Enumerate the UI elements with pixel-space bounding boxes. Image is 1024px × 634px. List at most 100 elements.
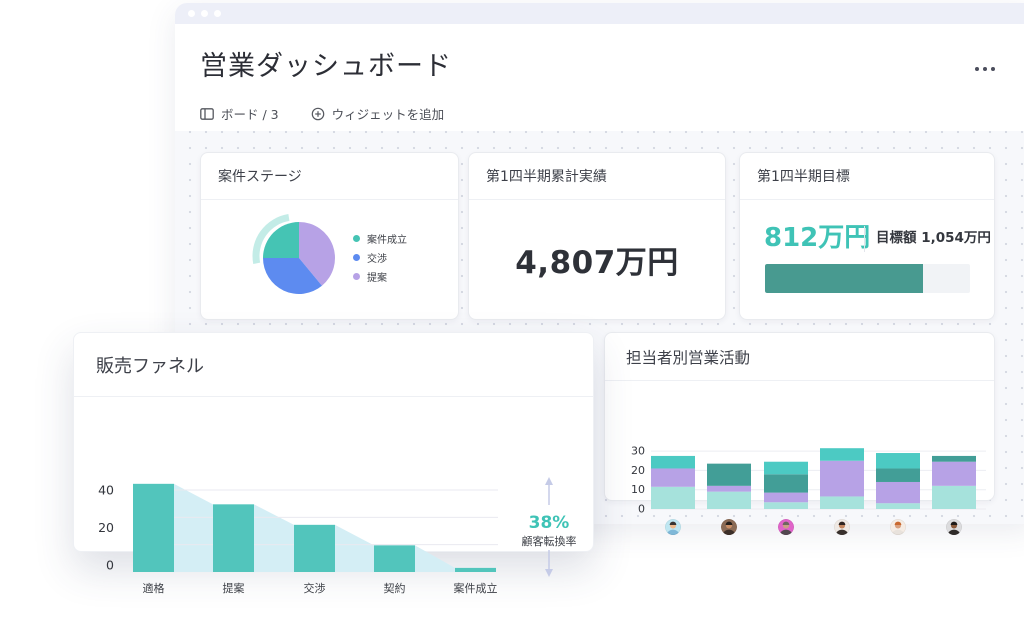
stacked-bar-segment[interactable]	[820, 460, 864, 497]
stacked-bar-segment[interactable]	[651, 468, 695, 487]
target-progress-fill	[765, 264, 923, 293]
x-category-label: 適格	[143, 581, 165, 595]
legend-dot-icon	[353, 234, 360, 242]
board-count-button[interactable]: ボード / 3	[200, 104, 279, 123]
widget-body: 4,807万円	[469, 200, 725, 319]
widget-activity-by-rep: 担当者別営業活動 0 10 20 30	[604, 332, 995, 535]
sales-funnel-chart[interactable]: 0 20 40 適格 提案 交渉 契約 案件成立 38% 顧客転換率	[74, 460, 593, 615]
arrow-down-icon	[545, 569, 553, 577]
avatar-2	[721, 519, 737, 535]
stacked-bar-segment[interactable]	[764, 461, 808, 475]
deal-stage-pie-chart[interactable]	[201, 200, 458, 319]
activity-stacked-chart[interactable]: 0 10 20 30	[605, 428, 994, 548]
stacked-bar-segment[interactable]	[820, 448, 864, 461]
y-tick-label: 0	[106, 558, 114, 573]
stacked-bar-segment[interactable]	[876, 481, 920, 504]
pie-legend-item[interactable]: 提案	[353, 269, 407, 284]
q1-target-current-value: 812万円	[764, 223, 871, 253]
legend-label: 提案	[367, 272, 387, 284]
widget-title: 第1四半期累計実績	[486, 169, 607, 185]
widget-q1-target: 第1四半期目標 812万円 目標額 1,054万円	[739, 152, 995, 320]
board-count-label: ボード / 3	[221, 107, 279, 122]
stacked-bar-segment[interactable]	[932, 455, 976, 462]
widget-header[interactable]: 担当者別営業活動	[605, 333, 994, 381]
widget-title: 案件ステージ	[218, 169, 302, 185]
board-icon	[200, 107, 214, 120]
avatar-1	[665, 519, 681, 535]
x-category-label: 交渉	[304, 581, 326, 595]
y-tick-label: 20	[631, 464, 645, 477]
x-category-label: 案件成立	[454, 581, 498, 595]
widget-header[interactable]: 販売ファネル	[74, 333, 593, 397]
x-category-label: 契約	[384, 581, 406, 595]
stacked-bar-segment[interactable]	[820, 496, 864, 509]
page-title: 営業ダッシュボード	[200, 51, 452, 82]
avatar-5	[890, 519, 906, 535]
pie-slice[interactable]	[263, 258, 322, 294]
pie-legend-item[interactable]: 案件成立	[353, 231, 407, 246]
widget-title: 担当者別営業活動	[626, 348, 751, 367]
funnel-svg: 0 20 40 適格 提案 交渉 契約 案件成立 38%顧客転換率	[98, 477, 577, 595]
add-widget-button[interactable]: ウィジェットを追加	[311, 104, 445, 123]
window-control-dot[interactable]	[188, 10, 195, 17]
stacked-bar-segment[interactable]	[876, 503, 920, 509]
funnel-bar[interactable]	[374, 545, 415, 572]
ellipsis-dot-icon	[983, 67, 987, 71]
widget-q1-actual: 第1四半期累計実績 4,807万円	[468, 152, 726, 320]
dashboard-header: 営業ダッシュボード ボード / 3	[175, 24, 1024, 132]
add-widget-label: ウィジェットを追加	[331, 107, 445, 122]
stacked-bar-segment[interactable]	[932, 485, 976, 509]
window-control-dot[interactable]	[214, 10, 221, 17]
stacked-bar-segment[interactable]	[932, 461, 976, 486]
stacked-bar-segment[interactable]	[651, 486, 695, 509]
q1-actual-value: 4,807万円	[515, 245, 679, 281]
window-control-dot[interactable]	[201, 10, 208, 17]
pie-slice[interactable]	[263, 222, 299, 258]
divider	[864, 226, 865, 252]
dashboard-toolbar: ボード / 3 ウィジェットを追加	[200, 104, 444, 123]
legend-label: 交渉	[367, 253, 387, 265]
funnel-bar[interactable]	[133, 483, 174, 572]
widget-header[interactable]: 第1四半期目標	[740, 153, 994, 200]
stacked-bar-segment[interactable]	[764, 502, 808, 509]
pie-slice[interactable]	[299, 222, 335, 286]
widget-header[interactable]: 第1四半期累計実績	[469, 153, 725, 200]
funnel-bar[interactable]	[213, 504, 254, 572]
pie-legend: 案件成立 交渉 提案	[353, 231, 407, 284]
stacked-bar-segment[interactable]	[707, 485, 751, 492]
widget-title: 販売ファネル	[96, 355, 204, 377]
pie-legend-item[interactable]: 交渉	[353, 250, 407, 265]
widget-title: 第1四半期目標	[757, 169, 850, 185]
stacked-bar-segment[interactable]	[764, 474, 808, 493]
funnel-bar[interactable]	[294, 524, 335, 572]
avatar-4	[834, 519, 850, 535]
y-tick-label: 30	[631, 445, 645, 458]
stacked-bar-segment[interactable]	[764, 492, 808, 503]
stacked-bar-segment[interactable]	[651, 455, 695, 469]
avatar-6	[946, 519, 962, 535]
funnel-bar[interactable]	[455, 567, 496, 572]
stacked-bar-segment[interactable]	[707, 491, 751, 509]
legend-label: 案件成立	[367, 234, 407, 246]
widget-sales-funnel: 販売ファネル 0 20 40 適格 提案 交渉 契約 案件成立 38% 顧客転換率	[73, 332, 594, 595]
widget-header[interactable]: 案件ステージ	[201, 153, 458, 200]
more-options-button[interactable]	[970, 62, 1000, 76]
x-category-label: 提案	[223, 581, 245, 595]
stacked-bar-segment[interactable]	[876, 453, 920, 469]
add-icon	[311, 107, 324, 120]
stacked-bar-segment[interactable]	[707, 463, 751, 486]
widget-body: 812万円 目標額 1,054万円	[740, 200, 994, 319]
pie-svg	[252, 214, 335, 294]
stacked-bar-segment[interactable]	[876, 468, 920, 482]
q1-target-goal-label: 目標額 1,054万円	[876, 230, 991, 246]
target-progress-bar[interactable]	[765, 264, 970, 293]
y-tick-label: 0	[638, 503, 645, 516]
y-tick-label: 40	[98, 483, 114, 498]
activity-svg: 0 10 20 30	[631, 445, 986, 535]
widget-deal-stage: 案件ステージ 案件成立交渉提案	[200, 152, 459, 320]
pie-highlight-arc	[252, 214, 290, 264]
y-tick-label: 10	[631, 483, 645, 496]
ellipsis-dot-icon	[991, 67, 995, 71]
legend-dot-icon	[353, 272, 360, 280]
